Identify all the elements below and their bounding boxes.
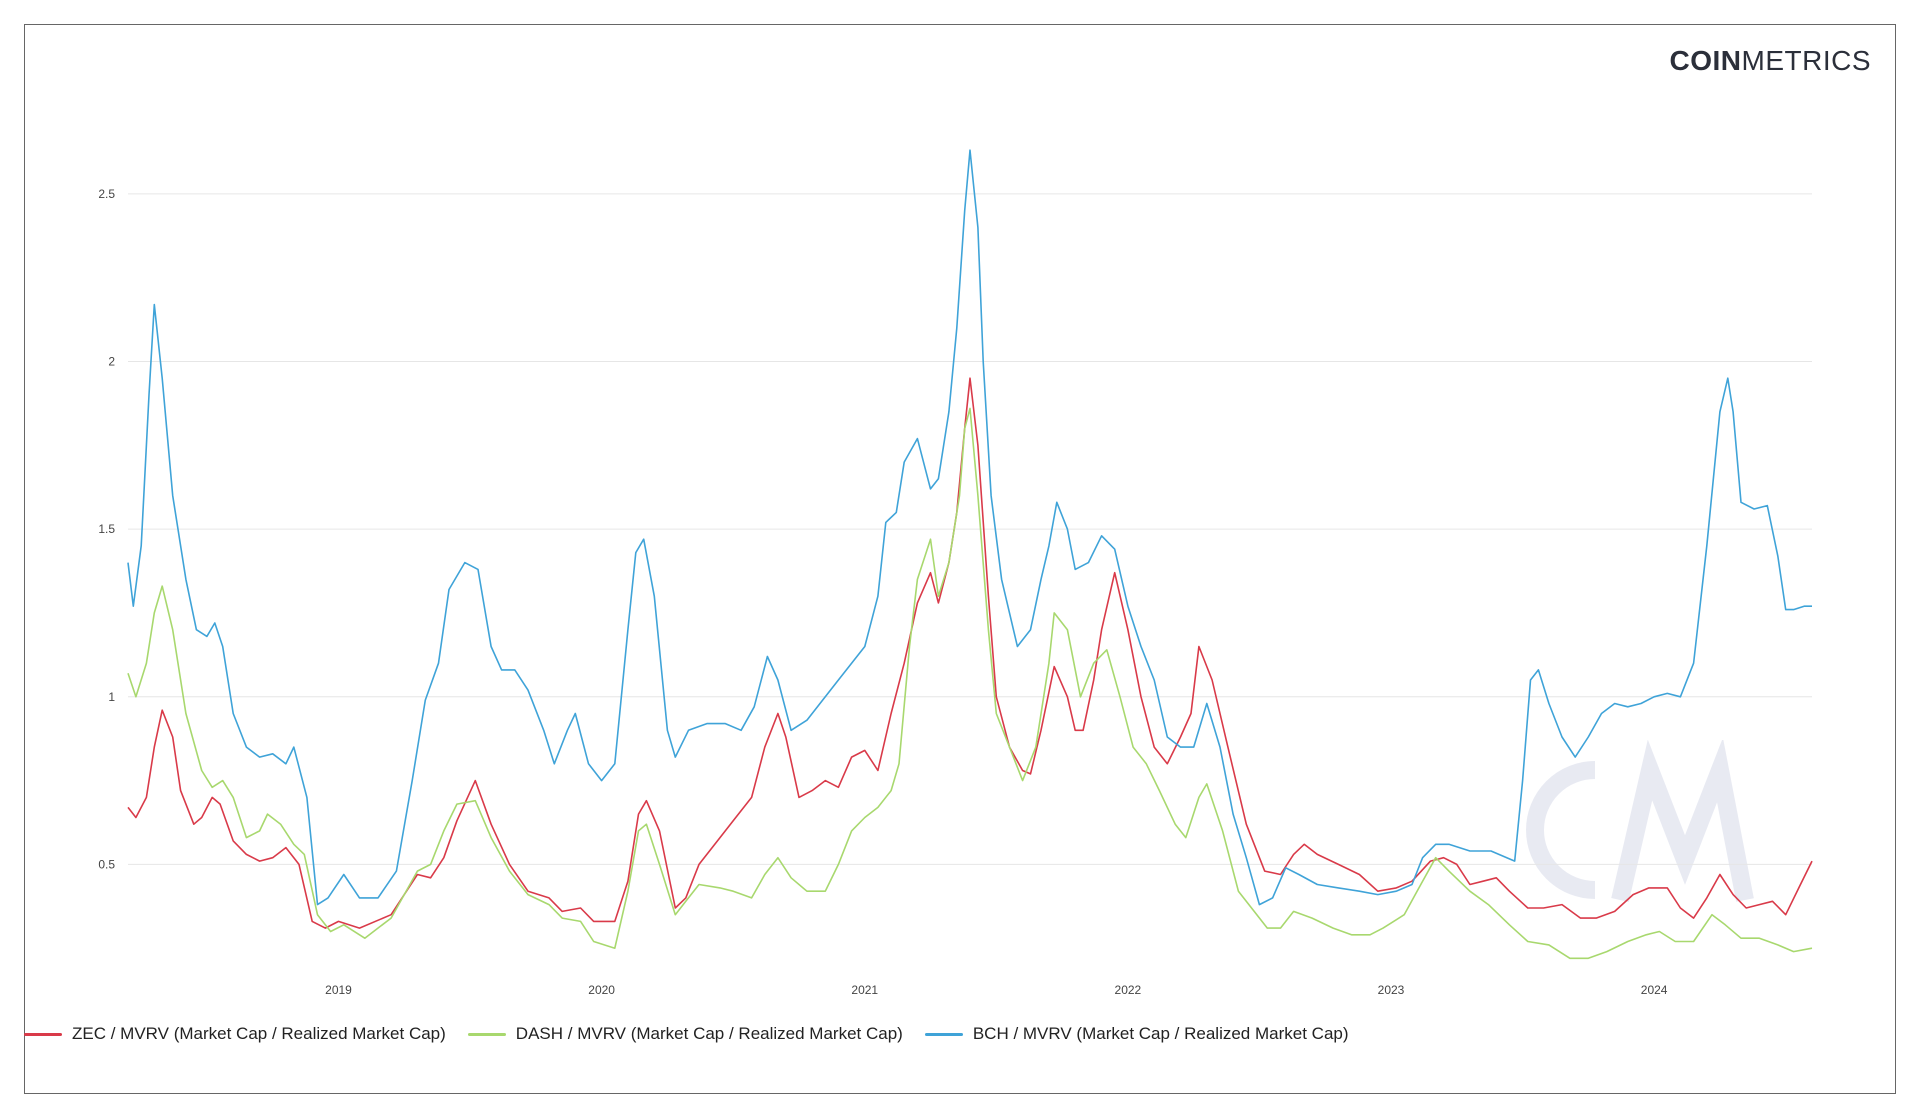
- chart-frame: COINMETRICS: [24, 24, 1896, 1094]
- legend-item-0[interactable]: ZEC / MVRV (Market Cap / Realized Market…: [24, 1024, 446, 1044]
- legend-label: BCH / MVRV (Market Cap / Realized Market…: [972, 1024, 1349, 1043]
- x-tick-label: 2023: [1378, 983, 1405, 997]
- y-tick-label: 1.5: [98, 522, 115, 536]
- y-tick-label: 2: [108, 354, 115, 368]
- legend-swatch: [924, 1032, 963, 1036]
- legend-item-1[interactable]: DASH / MVRV (Market Cap / Realized Marke…: [467, 1024, 903, 1044]
- series-line-0: [127, 377, 1813, 929]
- y-tick-label: 1: [108, 690, 115, 704]
- legend-label: DASH / MVRV (Market Cap / Realized Marke…: [515, 1024, 903, 1043]
- x-tick-label: 2019: [325, 983, 352, 997]
- coinmetrics-logo: COINMETRICS: [1670, 45, 1872, 77]
- logo-light-text: METRICS: [1741, 45, 1871, 76]
- x-tick-label: 2022: [1115, 983, 1142, 997]
- legend-swatch: [24, 1032, 62, 1036]
- legend-item-2[interactable]: BCH / MVRV (Market Cap / Realized Market…: [924, 1024, 1349, 1044]
- y-tick-label: 2.5: [98, 187, 115, 201]
- cm-watermark-icon: [1526, 740, 1754, 903]
- x-tick-label: 2020: [588, 983, 615, 997]
- series-line-2: [127, 149, 1812, 906]
- series-line-1: [127, 407, 1813, 960]
- y-tick-label: 0.5: [98, 857, 115, 871]
- legend-label: ZEC / MVRV (Market Cap / Realized Market…: [72, 1024, 446, 1043]
- logo-bold-text: COIN: [1669, 45, 1742, 76]
- x-tick-label: 2024: [1641, 983, 1668, 997]
- chart-legend: ZEC / MVRV (Market Cap / Realized Market…: [24, 1024, 1349, 1044]
- x-tick-label: 2021: [851, 983, 878, 997]
- legend-swatch: [467, 1032, 506, 1036]
